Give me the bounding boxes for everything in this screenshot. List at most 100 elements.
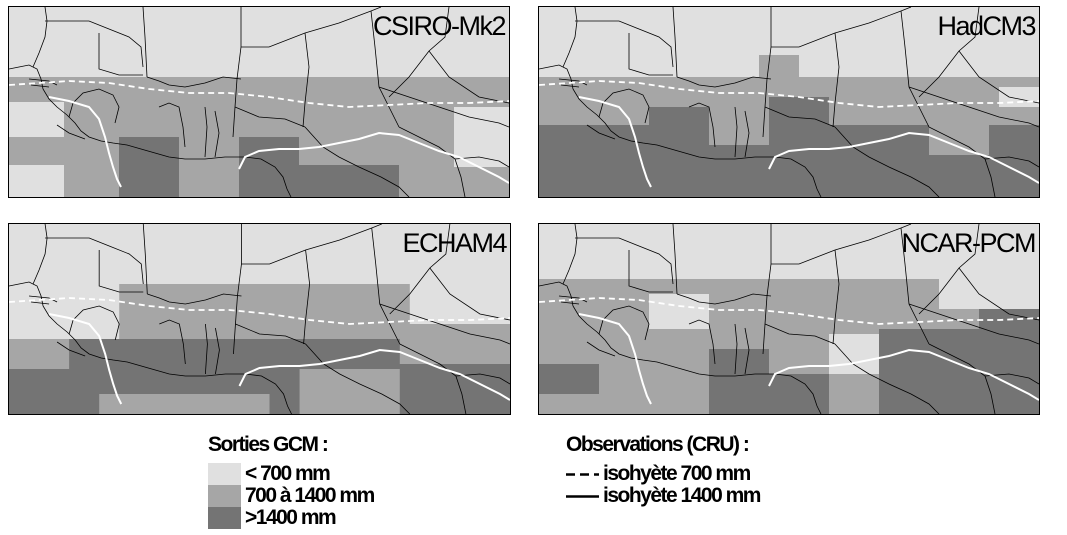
legend-label-high: >1400 mm — [245, 506, 337, 529]
country-border — [762, 224, 772, 355]
country-border — [45, 20, 144, 68]
country-border — [676, 76, 772, 88]
isohyet-1400-line — [48, 313, 510, 405]
country-border — [455, 373, 510, 385]
country-border — [562, 7, 578, 68]
country-border — [142, 224, 148, 295]
country-border — [958, 50, 1039, 104]
isohyet-700-line — [539, 297, 1039, 325]
country-border — [984, 373, 1039, 385]
country-border — [908, 86, 1039, 128]
country-border — [204, 323, 208, 375]
country-borders — [539, 7, 1039, 197]
country-border — [764, 323, 836, 345]
country-border — [558, 78, 588, 86]
gcm-grid-cells — [9, 77, 509, 197]
country-border — [30, 84, 50, 88]
legend-swatch-high — [208, 507, 241, 529]
country-border — [832, 249, 840, 345]
gcm-grid-cells — [539, 55, 1039, 197]
rainfall-map — [9, 224, 510, 414]
country-border — [45, 237, 144, 285]
rainfall-map — [539, 7, 1039, 197]
country-border — [984, 156, 1039, 168]
country-border — [734, 106, 738, 158]
country-border — [379, 303, 510, 345]
country-border — [204, 106, 208, 158]
country-border — [586, 341, 616, 357]
country-border — [560, 84, 580, 88]
country-border — [389, 224, 451, 315]
panel-title: ECHAM4 — [402, 228, 507, 258]
country-border — [771, 7, 912, 48]
country-border — [159, 319, 186, 365]
solid-line-icon — [566, 495, 599, 498]
country-border — [575, 20, 674, 68]
country-border — [429, 267, 510, 321]
country-border — [142, 7, 148, 78]
country-border — [98, 33, 143, 76]
isohyet-lines — [539, 80, 1039, 188]
isohyet-lines — [539, 297, 1039, 405]
country-border — [918, 224, 980, 315]
country-border — [562, 224, 578, 285]
dashed-line-icon — [566, 473, 599, 476]
country-border — [628, 33, 673, 76]
country-border — [560, 301, 580, 305]
country-border — [672, 224, 678, 295]
legend-gcm-title: Sorties GCM : — [208, 433, 329, 456]
country-border — [908, 303, 1039, 345]
isohyet-1400-line — [578, 313, 1039, 405]
isohyet-700-line — [9, 80, 509, 108]
rainfall-map — [539, 224, 1039, 414]
map-panel-csiro: CSIRO-Mk2 — [8, 6, 510, 198]
country-border — [32, 224, 48, 285]
gcm-grid-cells — [539, 279, 1039, 414]
map-panel-ncar-pcm: NCAR-PCM — [538, 223, 1040, 415]
country-border — [832, 32, 840, 128]
country-borders — [9, 7, 509, 197]
map-panel-hadcm3: HadCM3 — [538, 6, 1040, 198]
country-border — [688, 102, 716, 148]
gcm-grid-cells — [9, 284, 510, 414]
isohyet-lines — [9, 297, 510, 405]
country-border — [378, 86, 509, 128]
country-border — [676, 293, 772, 305]
country-border — [771, 224, 912, 265]
country-border — [303, 249, 311, 345]
legend-swatch-low — [208, 463, 241, 485]
country-border — [32, 7, 48, 68]
panel-title: NCAR-PCM — [901, 228, 1037, 258]
rainfall-map — [9, 7, 509, 197]
country-border — [56, 124, 86, 140]
legend-label-700: isohyète 700 mm — [603, 462, 751, 485]
country-border — [628, 250, 673, 293]
country-border — [688, 319, 716, 365]
country-border — [744, 110, 750, 158]
country-border — [428, 50, 509, 104]
country-border — [234, 106, 306, 128]
legend-label-1400: isohyète 1400 mm — [603, 484, 761, 507]
country-border — [233, 224, 242, 355]
country-border — [388, 7, 450, 98]
country-border — [235, 323, 306, 345]
country-border — [241, 7, 382, 48]
country-border — [30, 301, 50, 305]
legend-swatch-mid — [208, 485, 241, 507]
country-border — [672, 7, 678, 78]
country-border — [158, 102, 186, 148]
country-border — [241, 224, 382, 265]
legend-observations: Observations (CRU) : isohyète 700 mm iso… — [566, 433, 866, 513]
country-borders — [9, 224, 510, 414]
isohyet-700-line — [539, 80, 1039, 108]
country-border — [586, 124, 616, 140]
legend-gcm: Sorties GCM : < 700 mm 700 à 1400 mm >14… — [208, 433, 468, 533]
country-border — [215, 327, 220, 375]
country-border — [146, 76, 242, 88]
country-border — [558, 295, 588, 303]
country-border — [918, 7, 980, 98]
panel-title: HadCM3 — [937, 11, 1036, 41]
legend-label-mid: 700 à 1400 mm — [245, 484, 375, 507]
country-border — [454, 156, 509, 168]
legend-label-low: < 700 mm — [245, 462, 331, 485]
